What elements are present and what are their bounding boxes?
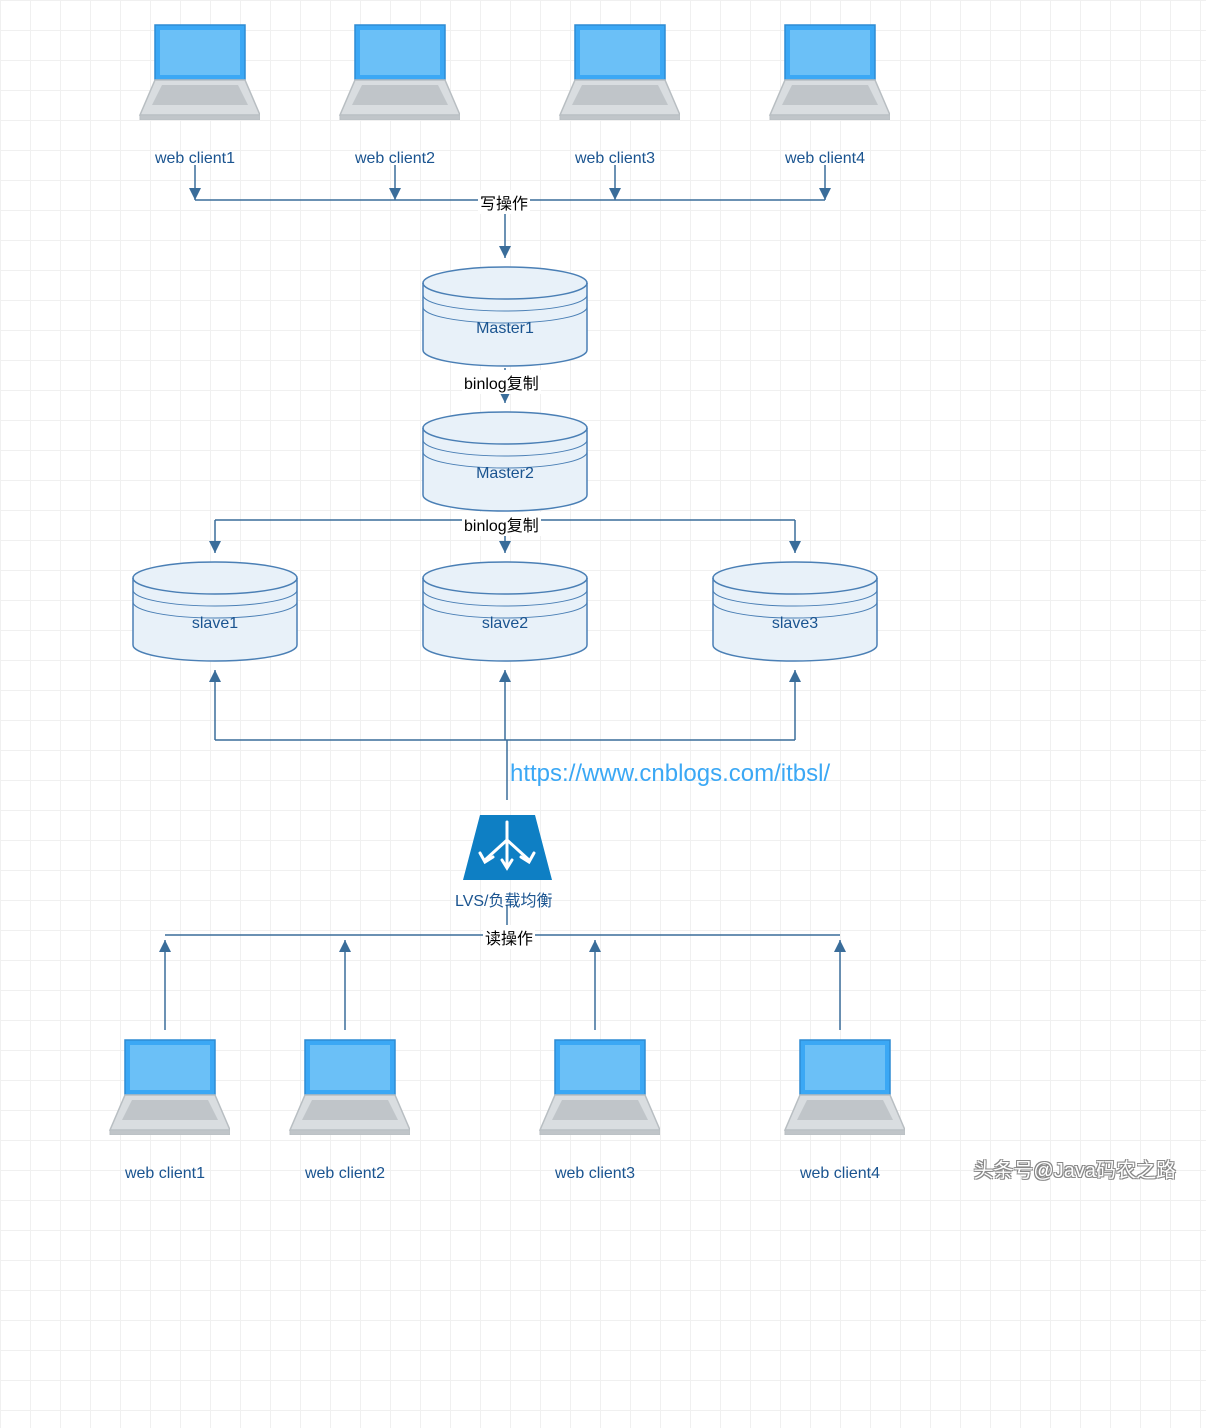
db-slave1 — [130, 560, 300, 660]
laptop-wc1 — [130, 20, 260, 120]
db-label-slave1: slave1 — [130, 615, 300, 633]
label-wc1b: web client1 — [95, 1165, 235, 1183]
db-slave3 — [710, 560, 880, 660]
db-master1 — [420, 265, 590, 365]
edge-binlog1: binlog复制 — [462, 370, 541, 394]
laptop-wc2 — [330, 20, 460, 120]
laptop-wc3 — [550, 20, 680, 120]
db-master2 — [420, 410, 590, 510]
footer-watermark: 头条号@Java码农之路 — [973, 1154, 1176, 1183]
db-label-master1: Master1 — [420, 320, 590, 338]
laptop-wc4 — [760, 20, 890, 120]
db-label-master2: Master2 — [420, 465, 590, 483]
laptop-wc2b — [280, 1035, 410, 1135]
label-wc3: web client3 — [545, 150, 685, 168]
lvs-label: LVS/负载均衡 — [455, 887, 553, 911]
label-wc4: web client4 — [755, 150, 895, 168]
db-label-slave2: slave2 — [420, 615, 590, 633]
db-slave2 — [420, 560, 590, 660]
connectors — [0, 0, 1206, 1428]
label-wc4b: web client4 — [770, 1165, 910, 1183]
laptop-wc3b — [530, 1035, 660, 1135]
label-wc2b: web client2 — [275, 1165, 415, 1183]
label-wc1: web client1 — [125, 150, 265, 168]
label-wc3b: web client3 — [525, 1165, 665, 1183]
edge-write-op: 写操作 — [478, 190, 530, 214]
watermark-url: https://www.cnblogs.com/itbsl/ — [510, 760, 830, 788]
db-label-slave3: slave3 — [710, 615, 880, 633]
laptop-wc1b — [100, 1035, 230, 1135]
lvs-node — [460, 810, 555, 885]
edge-binlog2: binlog复制 — [462, 512, 541, 536]
edge-read-op: 读操作 — [483, 925, 535, 949]
label-wc2: web client2 — [325, 150, 465, 168]
laptop-wc4b — [775, 1035, 905, 1135]
